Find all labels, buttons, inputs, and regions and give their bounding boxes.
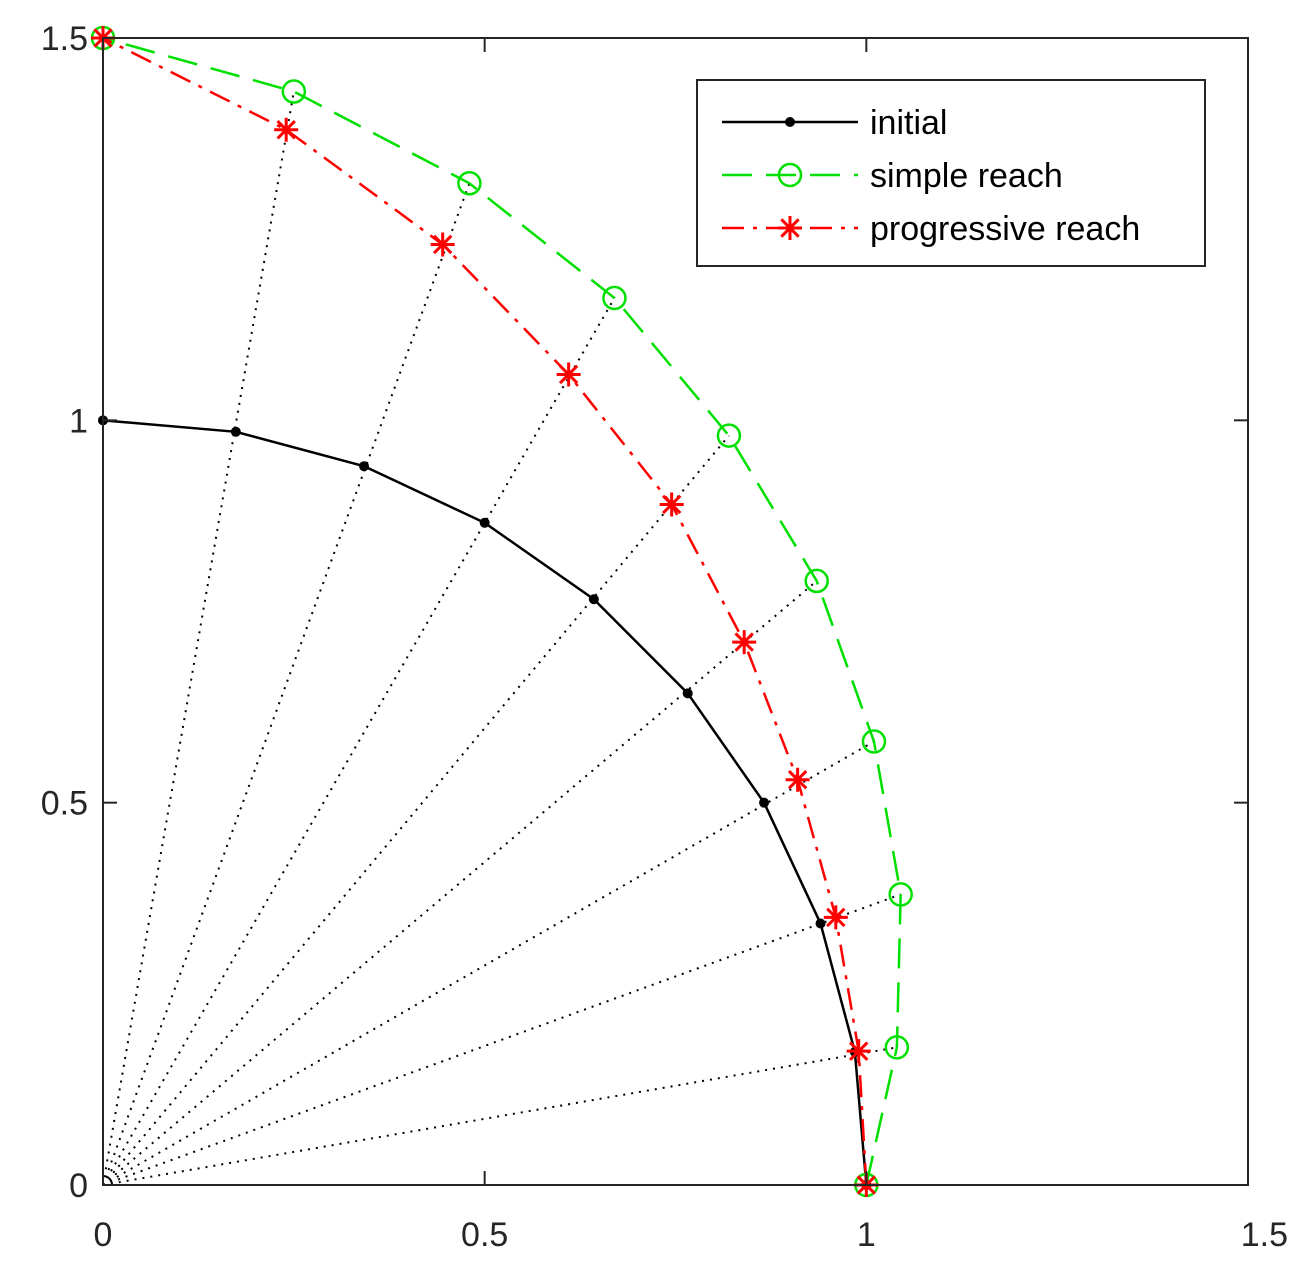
y-tick-label: 0 — [69, 1167, 88, 1205]
data-point — [716, 423, 742, 448]
axis-tick-labels: 0 0.5 1 1.5 0 0.5 1 1.5 — [41, 20, 1288, 1254]
legend-label-2: progressive reach — [870, 210, 1140, 248]
radial-line — [102, 91, 295, 1186]
legend-marker-0 — [785, 117, 795, 127]
y-tick-label: 1.5 — [41, 20, 88, 58]
data-point — [884, 1035, 910, 1060]
series-line-2 — [102, 36, 868, 1186]
data-point — [359, 461, 370, 472]
radial-line — [102, 182, 471, 1186]
data-point — [759, 797, 770, 808]
plot-area-frame — [102, 37, 1249, 1186]
series-line-1 — [102, 36, 902, 1186]
radial-line — [102, 893, 902, 1186]
data-point — [732, 630, 757, 655]
data-point — [804, 568, 829, 594]
data-point — [815, 918, 826, 929]
radial-guide-lines — [102, 38, 902, 1186]
data-point — [861, 729, 887, 754]
axis-ticks — [102, 37, 1249, 1186]
x-tick-label: 0 — [94, 1216, 113, 1254]
data-point — [846, 1039, 871, 1064]
data-point — [785, 767, 810, 792]
x-tick-label: 0.5 — [461, 1216, 508, 1254]
x-tick-label: 1 — [857, 1216, 876, 1254]
data-point — [556, 362, 581, 387]
legend-marker-2 — [778, 216, 802, 240]
data-point — [274, 117, 299, 142]
radial-line — [102, 434, 730, 1186]
legend-label-0: initial — [870, 104, 947, 142]
series-line-0 — [102, 419, 868, 1186]
legend-label-1: simple reach — [870, 157, 1063, 195]
data-point — [659, 492, 684, 517]
y-tick-label: 1 — [69, 402, 88, 440]
series-lines — [102, 36, 902, 1186]
y-tick-label: 0.5 — [41, 785, 88, 823]
data-point — [457, 171, 482, 196]
data-point — [281, 79, 307, 104]
x-tick-label: 1.5 — [1241, 1216, 1288, 1254]
data-point — [230, 426, 241, 437]
data-point — [602, 285, 627, 311]
legend: initial simple reach progressive reach — [696, 79, 1206, 267]
data-point — [888, 882, 913, 907]
legend-entries: initial simple reach progressive reach — [722, 104, 1140, 248]
data-point — [588, 594, 599, 605]
data-point — [823, 905, 848, 930]
legend-marker-1 — [777, 162, 803, 188]
data-point — [430, 232, 455, 257]
data-point — [682, 688, 693, 699]
data-point — [479, 517, 490, 528]
